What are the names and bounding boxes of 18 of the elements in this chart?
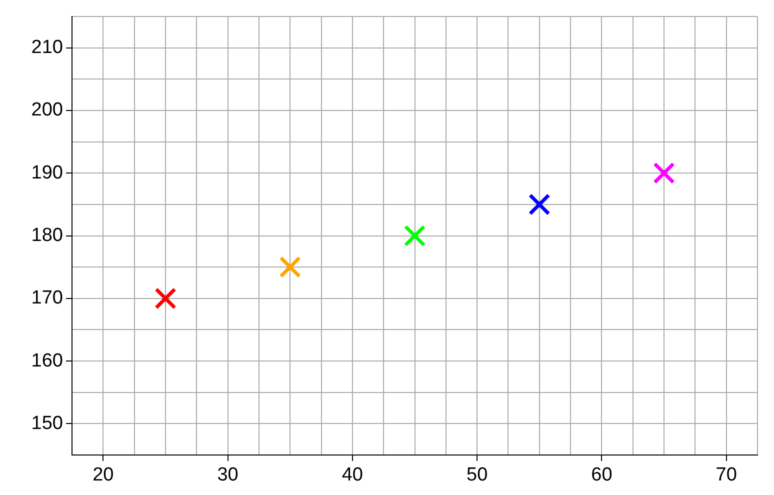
point	[279, 256, 302, 278]
y-tick-label: 160	[31, 350, 63, 372]
x-tick-label: 40	[342, 464, 363, 486]
point	[404, 224, 426, 247]
y-tick-label: 180	[31, 224, 63, 246]
y-tick-label: 200	[31, 100, 63, 121]
y-tick-label: 190	[31, 162, 63, 184]
point	[653, 162, 675, 184]
x-tick-label: 60	[591, 464, 612, 486]
point	[528, 193, 550, 216]
point	[154, 287, 176, 310]
y-tick-label: 170	[31, 288, 63, 309]
x-tick-label: 30	[217, 464, 238, 486]
y-tick-label: 210	[31, 37, 63, 58]
x-tick-label: 20	[92, 464, 114, 486]
x-tick-label: 70	[716, 464, 737, 486]
y-tick-label: 150	[31, 412, 63, 434]
x-tick-label: 50	[466, 464, 488, 486]
